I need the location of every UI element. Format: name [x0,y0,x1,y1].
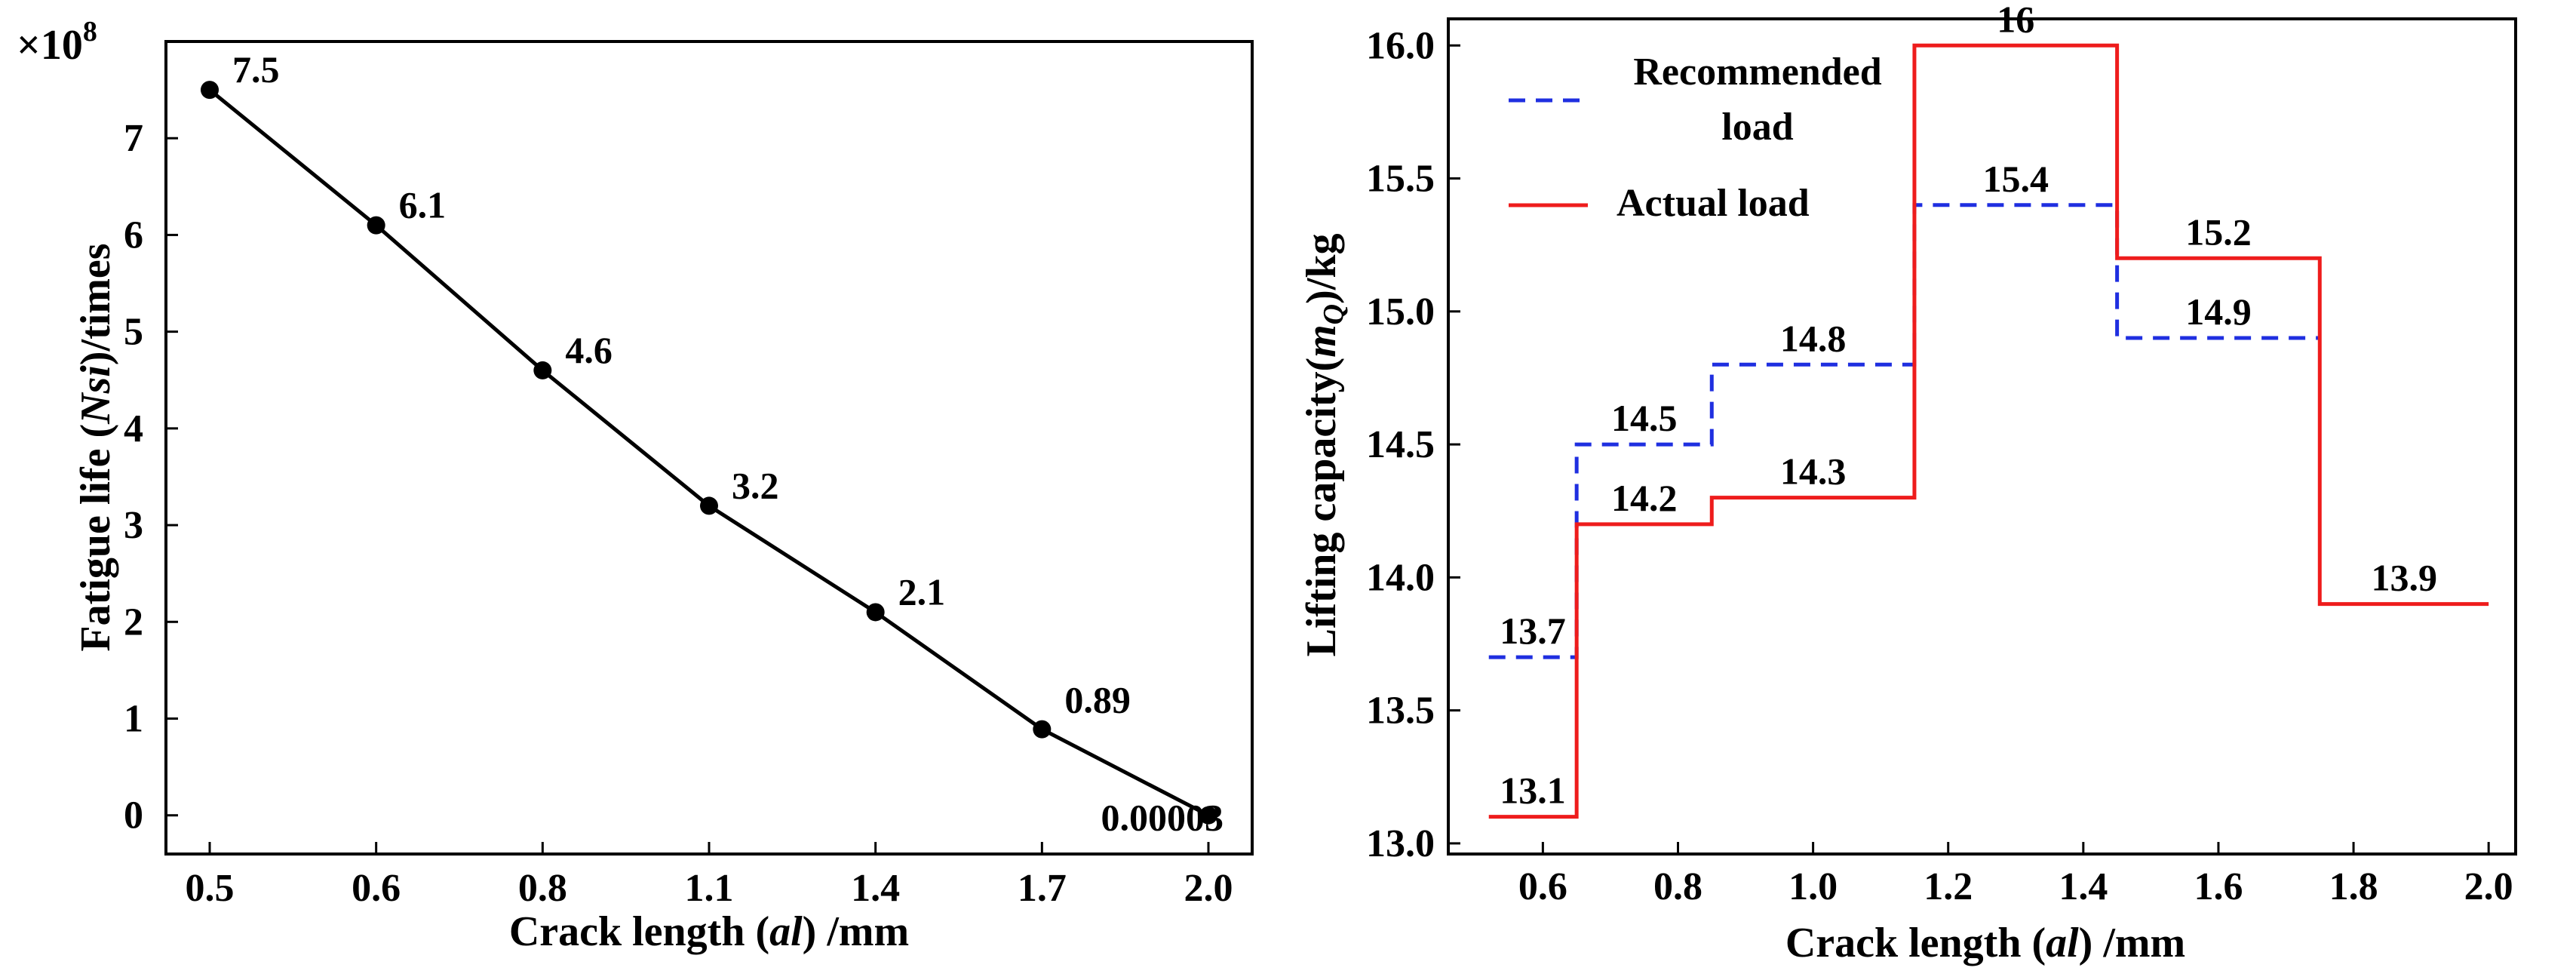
fatigue-life-point-labels: 7.5 6.1 4.6 3.2 2.1 0.89 0.00003 [232,48,1224,839]
right-y-tick-label: 15.0 [1366,290,1435,333]
step-value-label: 14.9 [2185,290,2252,333]
fatigue-life-value-label: 4.6 [565,329,613,371]
fatigue-life-value-label: 7.5 [232,48,280,91]
fatigue-life-value-label: 0.89 [1064,679,1131,721]
fatigue-life-point [700,496,718,515]
left-y-tick-label: 5 [124,311,143,354]
fatigue-life-point [866,603,885,622]
step-value-labels: 13.7 14.5 14.8 15.4 14.9 13.1 14.2 14.3 16 15.2 13… [1500,0,2437,812]
right-x-tick-label: 1.4 [2059,865,2108,908]
right-x-tick-label: 1.8 [2329,865,2378,908]
step-value-label: 14.8 [1780,317,1847,359]
fatigue-life-chart: 0.5 0.6 0.8 1.1 1.4 1.7 2.0 0 1 2 3 4 5 6 7 7.5 6.1 4.6… [17,16,1254,955]
right-y-tick-label: 15.5 [1366,158,1435,201]
right-x-axis-label: Crack length (al) /mm [1785,920,2185,966]
left-x-tick-label: 1.7 [1018,867,1067,910]
actual-load-line [1488,43,2489,819]
right-x-tick-label: 0.6 [1518,865,1567,908]
left-y-ticks: 0 1 2 3 4 5 6 7 [124,117,178,837]
fatigue-life-point [1199,806,1217,825]
step-value-label: 14.3 [1780,450,1847,493]
right-y-tick-label: 14.5 [1366,423,1435,466]
step-value-label: 16 [1997,0,2034,40]
fatigue-life-point [201,81,219,100]
right-y-tick-label: 13.5 [1366,690,1435,733]
left-y-tick-label: 7 [124,117,143,160]
right-y-ticks: 13.0 13.5 14.0 14.5 15.0 15.5 16.0 [1366,24,1460,865]
right-x-tick-label: 1.0 [1788,865,1838,908]
left-y-tick-label: 2 [124,601,143,644]
fatigue-life-line [208,88,1210,817]
lifting-capacity-chart: 0.6 0.8 1.0 1.2 1.4 1.6 1.8 2.0 13.0 13.5 14.0 14.… [1298,0,2517,966]
legend-actual-label: Actual load [1617,182,1810,225]
left-y-tick-label: 6 [124,214,143,257]
right-x-tick-label: 1.6 [2194,865,2243,908]
right-x-ticks: 0.6 0.8 1.0 1.2 1.4 1.6 1.8 2.0 [1518,842,2513,908]
legend-recommended-line2: load [1721,106,1793,149]
multiplier-label: ×108 [17,16,97,69]
right-y-tick-label: 16.0 [1366,24,1435,67]
right-y-tick-label: 13.0 [1366,822,1435,865]
step-value-label: 13.1 [1500,770,1566,812]
step-value-label: 15.4 [1983,158,2049,200]
legend-recommended-line1: Recommended [1633,51,1881,94]
left-x-tick-label: 0.8 [518,867,567,910]
step-value-label: 13.7 [1500,610,1566,652]
step-value-label: 14.2 [1611,477,1678,519]
fatigue-life-value-label: 0.00003 [1101,797,1224,839]
left-x-tick-label: 1.4 [851,867,900,910]
fatigue-life-value-label: 2.1 [898,570,946,613]
left-x-tick-label: 2.0 [1184,867,1233,910]
right-x-tick-label: 1.2 [1924,865,1973,908]
left-y-tick-label: 3 [124,504,143,547]
left-y-tick-label: 1 [124,698,143,741]
right-plot-frame [1447,17,2517,856]
right-x-tick-label: 2.0 [2464,865,2513,908]
left-y-tick-label: 0 [124,794,143,837]
left-x-tick-label: 0.5 [186,867,235,910]
left-y-tick-label: 4 [124,407,143,450]
right-x-tick-label: 0.8 [1653,865,1702,908]
legend: Recommended load Actual load [1509,51,1882,225]
fatigue-life-value-label: 3.2 [732,464,779,506]
step-value-label: 13.9 [2371,557,2437,599]
fatigue-life-point [367,216,385,235]
left-plot-frame [164,40,1254,856]
right-y-tick-label: 14.0 [1366,556,1435,599]
left-x-tick-label: 1.1 [685,867,734,910]
left-x-ticks: 0.5 0.6 0.8 1.1 1.4 1.7 2.0 [186,842,1233,910]
step-value-label: 14.5 [1611,397,1678,439]
left-x-tick-label: 0.6 [352,867,401,910]
fatigue-life-points [201,81,1217,825]
fatigue-life-value-label: 6.1 [399,184,447,226]
step-value-label: 15.2 [2185,210,2252,253]
left-x-axis-label: Crack length (al) /mm [509,908,909,955]
left-y-axis-label: Fatigue life (Nsi)/times [72,243,119,651]
fatigue-life-point [533,361,552,379]
right-y-axis-label: Lifting capacity(mQ)/kg [1298,234,1349,657]
fatigue-life-point [1033,720,1052,739]
